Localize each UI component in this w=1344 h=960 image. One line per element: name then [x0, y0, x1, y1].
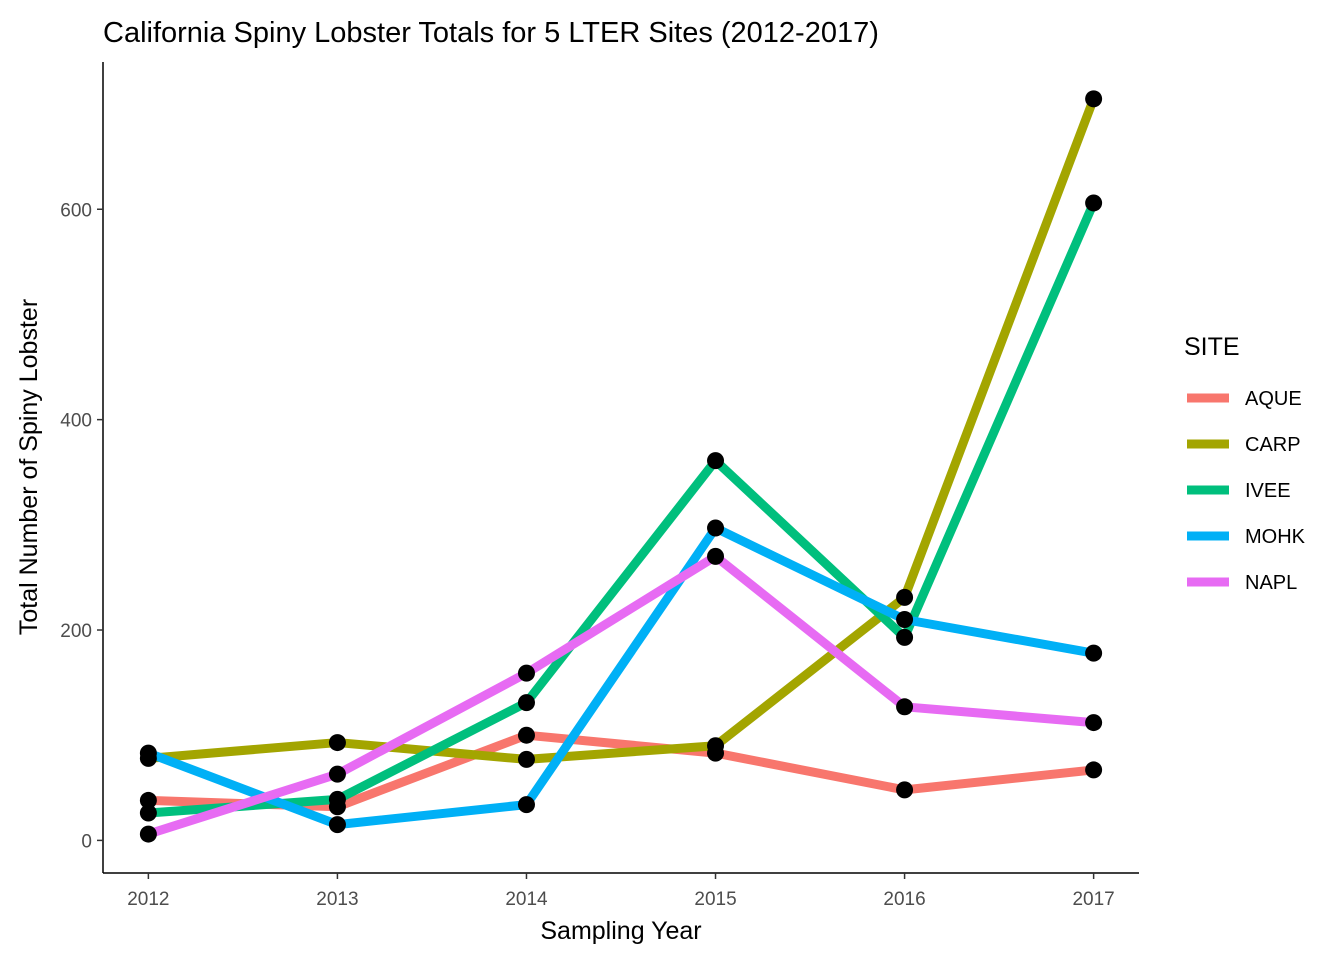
legend-label-mohk: MOHK	[1245, 526, 1306, 548]
data-point-napl	[139, 825, 157, 843]
x-tick-label: 2016	[883, 889, 925, 910]
y-axis-title: Total Number of Spiny Lobster	[15, 299, 43, 635]
y-tick-label: 600	[60, 200, 92, 221]
data-point-aque	[1085, 761, 1103, 779]
x-tick-label: 2015	[694, 889, 736, 910]
data-point-ivee	[707, 452, 725, 470]
data-point-carp	[1085, 90, 1103, 108]
data-point-mohk	[1085, 644, 1103, 662]
data-point-ivee	[139, 804, 157, 822]
data-point-napl	[707, 547, 725, 565]
data-point-aque	[517, 726, 535, 744]
x-tick-label: 2012	[127, 889, 169, 910]
legend-label-aque: AQUE	[1245, 388, 1302, 410]
legend-title: SITE	[1184, 333, 1240, 361]
y-tick-label: 0	[81, 831, 92, 852]
series-line-napl	[147, 551, 1095, 839]
series-line-carp	[147, 97, 1098, 764]
legend-label-napl: NAPL	[1245, 572, 1297, 594]
data-point-ivee	[517, 694, 535, 712]
data-point-napl	[328, 765, 346, 783]
x-tick-label: 2017	[1072, 889, 1114, 910]
y-tick-label: 200	[60, 621, 92, 642]
series-line-mohk	[146, 523, 1095, 830]
data-point-aque	[896, 781, 914, 799]
data-point-mohk	[517, 796, 535, 814]
data-point-ivee	[328, 790, 346, 808]
legend-items: AQUE CARP IVEE MOHK NAPL	[1187, 388, 1306, 594]
data-point-napl	[896, 698, 914, 716]
plot-area	[139, 90, 1103, 843]
x-tick-label: 2013	[316, 889, 358, 910]
data-point-ivee	[896, 628, 914, 646]
data-point-mohk	[707, 519, 725, 537]
legend: SITE AQUE CARP IVEE MOHK NAPL	[1184, 333, 1306, 594]
y-axis-ticks: 0 200 400 600	[60, 200, 103, 852]
data-point-mohk	[896, 610, 914, 628]
chart-title: California Spiny Lobster Totals for 5 LT…	[103, 17, 879, 49]
data-point-carp	[328, 734, 346, 752]
data-point-carp	[896, 588, 914, 606]
data-point-napl	[517, 664, 535, 682]
data-point-aque	[139, 791, 157, 809]
series-line-ivee	[148, 201, 1098, 818]
x-axis-title: Sampling Year	[540, 917, 701, 945]
x-axis-ticks: 2012 2013 2014 2015 2016 2017	[127, 873, 1115, 910]
data-point-napl	[1085, 714, 1103, 732]
data-point-carp	[517, 750, 535, 768]
legend-label-ivee: IVEE	[1245, 480, 1291, 502]
data-point-mohk	[139, 744, 157, 762]
legend-label-carp: CARP	[1245, 434, 1301, 456]
data-point-ivee	[1085, 194, 1103, 212]
y-tick-label: 400	[60, 411, 92, 432]
data-point-carp	[707, 737, 725, 755]
x-tick-label: 2014	[505, 889, 548, 910]
data-point-mohk	[328, 816, 346, 834]
